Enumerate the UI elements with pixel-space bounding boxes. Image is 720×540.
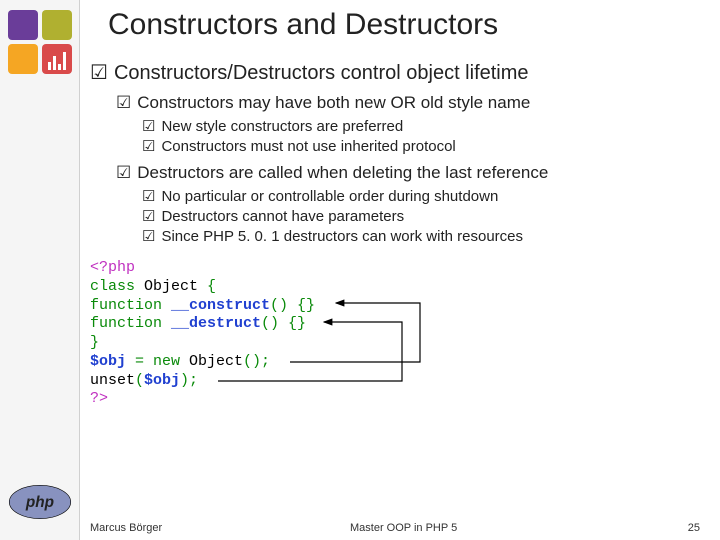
item-text: Since PHP 5. 0. 1 destructors can work w… [161,228,523,245]
code-token: ( [135,372,144,389]
code-line: $obj = new Object(); [90,353,710,372]
check-icon: ☑ [142,188,155,205]
logo-block-olive [42,10,72,40]
logo-block-orange [8,44,38,74]
sidebar: php [0,0,80,540]
code-token: Object [189,353,243,370]
code-token: Object [144,278,207,295]
code-line: function __destruct() {} [90,315,710,334]
code-token: __destruct [171,315,261,332]
item: ☑ Constructors must not use inherited pro… [142,137,710,155]
code-token: unset [90,372,135,389]
code-token: function [90,297,171,314]
code-token: { [207,278,216,295]
check-icon: ☑ [90,62,108,84]
code-token: = new [135,353,189,370]
footer-title: Master OOP in PHP 5 [350,522,457,534]
code-block: <?php class Object { function __construc… [90,259,710,409]
heading-lvl2-destructors: ☑ Destructors are called when deleting th… [116,163,710,183]
code-token: function [90,315,171,332]
check-icon: ☑ [142,118,155,135]
heading-lvl2-text: Constructors may have both new OR old st… [137,93,530,112]
php-logo: php [8,484,72,520]
item: ☑ No particular or controllable order dur… [142,187,710,205]
item-text: Constructors must not use inherited prot… [161,138,455,155]
code-line: unset($obj); [90,372,710,391]
item-text: Destructors cannot have parameters [161,208,404,225]
code-line: class Object { [90,278,710,297]
heading-lvl2-text: Destructors are called when deleting the… [137,163,548,182]
footer-author: Marcus Börger [90,522,162,534]
footer-page: 25 [688,522,700,534]
heading-lvl2-constructors: ☑ Constructors may have both new OR old s… [116,93,710,113]
svg-text:php: php [25,494,54,511]
check-icon: ☑ [142,208,155,225]
code-token: () {} [261,315,306,332]
logo-block-red [42,44,72,74]
code-token: ); [180,372,198,389]
code-token: ?> [90,390,108,407]
item: ☑ Destructors cannot have parameters [142,207,710,225]
code-token: $obj [144,372,180,389]
item: ☑ New style constructors are preferred [142,117,710,135]
item: ☑ Since PHP 5. 0. 1 destructors can work … [142,227,710,245]
code-line: function __construct() {} [90,297,710,316]
logo-block-purple [8,10,38,40]
code-line: ?> [90,390,710,409]
slide-title: Constructors and Destructors [108,8,710,42]
heading-lvl1: ☑ Constructors/Destructors control object… [90,60,710,85]
code-line: } [90,334,710,353]
check-icon: ☑ [142,228,155,245]
code-line: <?php [90,259,710,278]
code-token: } [90,334,99,351]
logo-blocks [8,10,72,74]
code-token: class [90,278,144,295]
item-text: New style constructors are preferred [161,118,403,135]
content: Constructors and Destructors ☑ Constructo… [90,0,710,409]
code-token: __construct [171,297,270,314]
check-icon: ☑ [116,163,131,182]
check-icon: ☑ [116,93,131,112]
check-icon: ☑ [142,138,155,155]
heading-lvl1-text: Constructors/Destructors control object … [114,62,529,84]
code-token: <?php [90,259,135,276]
code-token: () {} [270,297,315,314]
item-text: No particular or controllable order duri… [161,188,498,205]
code-token: $obj [90,353,135,370]
code-token: (); [243,353,270,370]
